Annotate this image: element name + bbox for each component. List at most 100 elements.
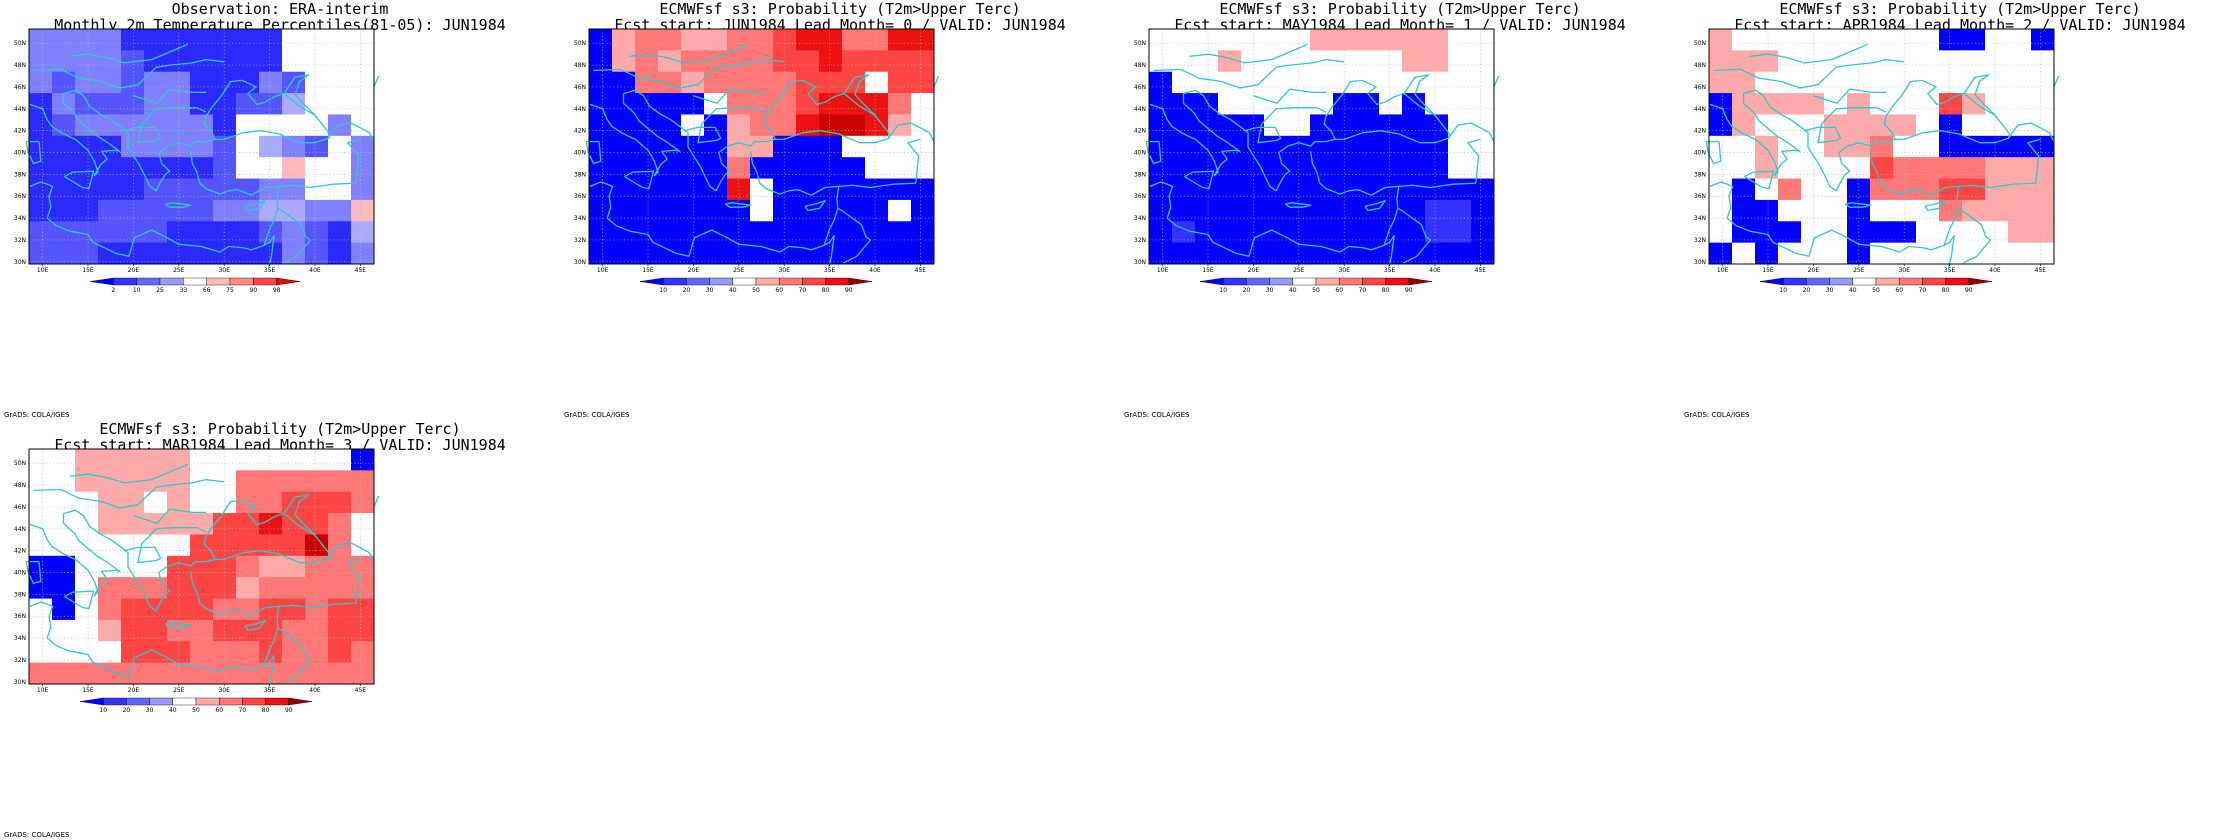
lat-tick-label: 46N — [14, 504, 26, 511]
grid-cell — [121, 221, 145, 244]
grid-cell — [1916, 93, 1940, 115]
colorbar-label: 40 — [1849, 287, 1857, 294]
grid-cell — [1172, 157, 1196, 180]
map-lead-month-2: 10E 15E 20E 25E 30E 35E 40E 45E 30N 32N 34N 36N 38N 4… — [1694, 28, 2060, 294]
grid-cell — [1356, 50, 1380, 73]
grid-cell — [681, 71, 705, 94]
grid-cell — [1471, 199, 1495, 222]
grid-cell — [589, 114, 613, 137]
grid-cell — [1471, 135, 1495, 158]
grid-cell — [75, 491, 99, 514]
grid-cell — [29, 221, 53, 244]
colorbar-label: 90 — [1405, 287, 1413, 294]
grid-cell — [121, 534, 145, 557]
lat-tick-label: 48N — [574, 62, 586, 69]
lat-tick-label: 46N — [574, 84, 586, 91]
grid-cell — [259, 598, 283, 621]
lat-tick-label: 36N — [574, 193, 586, 200]
grid-cell — [282, 157, 306, 180]
grid-cell — [727, 135, 751, 158]
grid-cell — [1310, 93, 1334, 115]
grid-cell — [1379, 199, 1403, 222]
colorbar-segment — [778, 277, 803, 286]
grid-cell — [328, 619, 352, 642]
gridlines — [589, 29, 934, 264]
panel-title-line1: ECMWFsf s3: Probability (T2m>Upper Terc) — [659, 0, 1021, 18]
grid-cell — [1241, 199, 1265, 222]
grid-cell — [704, 199, 728, 222]
grid-cell — [1709, 221, 1733, 244]
grid-cell — [98, 157, 122, 180]
grads-credit: GrADS: COLA/IGES — [4, 831, 70, 839]
grid-cell — [52, 662, 76, 685]
colorbar-label: 25 — [156, 287, 164, 294]
grid-cell — [75, 513, 99, 535]
grid-cell — [2008, 135, 2032, 158]
grid-cell — [328, 662, 352, 685]
grid-cell — [351, 93, 375, 115]
grid-cell — [259, 470, 283, 493]
grid-cell — [29, 50, 53, 73]
grid-cell — [2008, 199, 2032, 222]
grid-cell — [1962, 242, 1986, 265]
colorbar-label: 70 — [799, 287, 807, 294]
lat-tick-label: 32N — [1134, 237, 1146, 244]
grid-cell — [282, 29, 306, 51]
grid-cell — [865, 199, 889, 222]
grid-cell — [1709, 114, 1733, 137]
grid-cell — [612, 135, 636, 158]
grid-cell — [842, 178, 866, 201]
grid-cell — [75, 598, 99, 621]
colorbar-label: 80 — [1382, 287, 1390, 294]
grid-cell — [1264, 199, 1288, 222]
grid-cell — [29, 491, 53, 514]
grid-cell — [1379, 29, 1403, 51]
grid-cell — [1939, 93, 1963, 115]
grid-cell — [750, 71, 774, 94]
grid-cell — [727, 199, 751, 222]
grid-cell — [819, 157, 843, 180]
grid-cell — [1241, 71, 1265, 94]
grid-cell — [1870, 93, 1894, 115]
grid-cell — [589, 29, 613, 51]
grid-cell — [1962, 199, 1986, 222]
grid-cell — [121, 513, 145, 535]
grid-cell — [351, 449, 375, 471]
grid-cell — [819, 50, 843, 73]
grid-cell — [213, 449, 237, 471]
grid-cell — [1847, 93, 1871, 115]
lat-tick-label: 42N — [1694, 128, 1706, 135]
grid-cell — [1732, 29, 1756, 51]
grid-cell — [29, 29, 53, 51]
grid-cell — [144, 242, 168, 265]
colorbar-label: 90 — [1965, 287, 1973, 294]
grid-cell — [635, 71, 659, 94]
grid-cell — [98, 619, 122, 642]
grid-cell — [282, 135, 306, 158]
grid-cell — [305, 449, 329, 471]
grid-cell — [1241, 221, 1265, 244]
grid-cell — [305, 598, 329, 621]
grid-cell — [773, 157, 797, 180]
grid-cell — [1402, 29, 1426, 51]
grid-cell — [75, 221, 99, 244]
grid-cell — [2031, 71, 2055, 94]
grid-cell — [589, 93, 613, 115]
grid-cell — [1333, 29, 1357, 51]
grid-cell — [1962, 50, 1986, 73]
grid-cell — [1778, 50, 1802, 73]
grid-cell — [1149, 29, 1173, 51]
grid-cell — [1333, 93, 1357, 115]
grid-cell — [29, 513, 53, 535]
colorbar-segment — [1246, 277, 1270, 286]
colorbar-label: 20 — [1243, 287, 1251, 294]
grid-cell — [259, 449, 283, 471]
grid-cell — [351, 598, 375, 621]
grid-cell — [1709, 29, 1733, 51]
grid-cell — [1824, 29, 1848, 51]
grid-cell — [52, 199, 76, 222]
grid-cell — [1172, 242, 1196, 265]
grid-cell — [1448, 50, 1472, 73]
grid-cell — [1195, 114, 1219, 137]
grid-cell — [305, 71, 329, 94]
